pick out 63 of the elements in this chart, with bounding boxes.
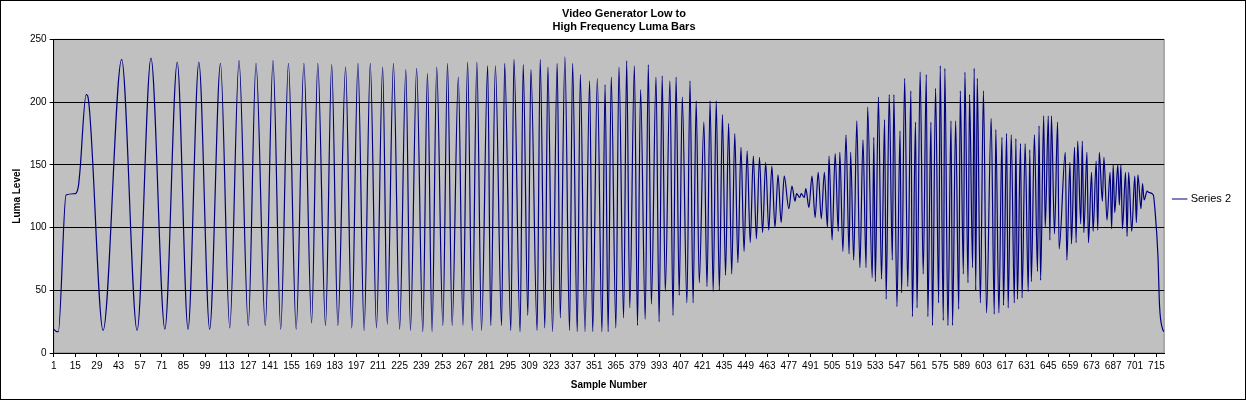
x-tick-label: 603: [975, 359, 993, 371]
x-tick-label: 365: [607, 359, 625, 371]
chart-title: Video Generator Low to High Frequency Luma Bars: [552, 6, 696, 32]
x-tick-label: 253: [434, 359, 452, 371]
x-tick-label: 407: [672, 359, 690, 371]
x-tick-label: 659: [1061, 359, 1079, 371]
x-tick-label: 379: [629, 359, 647, 371]
x-tick-label: 211: [370, 359, 387, 371]
x-tick-label: 519: [845, 359, 863, 371]
x-tick-label: 505: [823, 359, 841, 371]
x-tick-label: 435: [715, 359, 733, 371]
x-tick-label: 449: [737, 359, 755, 371]
x-tick-label: 113: [218, 359, 236, 371]
x-tick-label: 561: [910, 359, 928, 371]
x-tick-label: 463: [758, 359, 776, 371]
x-tick-label: 1: [50, 359, 57, 371]
x-tick-label: 617: [996, 359, 1014, 371]
x-tick-label: 197: [348, 359, 366, 371]
x-tick-label: 701: [1126, 359, 1144, 371]
x-tick-label: 477: [780, 359, 798, 371]
x-tick-label: 295: [499, 359, 517, 371]
x-tick-label: 169: [304, 359, 322, 371]
x-tick-label: 631: [1018, 359, 1036, 371]
x-tick-label: 281: [477, 359, 495, 371]
x-tick-label: 673: [1083, 359, 1101, 371]
x-tick-label: 225: [391, 359, 409, 371]
x-tick-label: 393: [650, 359, 668, 371]
x-tick-label: 183: [326, 359, 344, 371]
x-tick-label: 575: [931, 359, 949, 371]
x-tick-label: 239: [412, 359, 431, 371]
y-tick-label: 0: [41, 346, 48, 358]
y-tick-label: 150: [30, 158, 48, 170]
x-tick-label: 337: [564, 359, 582, 371]
x-tick-label: 645: [1039, 359, 1058, 371]
y-axis-title: Luma Level: [10, 168, 22, 224]
x-tick-label: 533: [866, 359, 885, 371]
x-tick-label: 351: [585, 359, 604, 371]
x-tick-label: 71: [156, 359, 168, 371]
x-axis-title: Sample Number: [570, 378, 648, 390]
x-tick-label: 99: [199, 359, 212, 371]
x-tick-label: 15: [69, 359, 82, 371]
line-series: [53, 56, 1165, 333]
x-tick-label: 491: [802, 359, 820, 371]
legend-label: Series 2: [1190, 192, 1232, 205]
x-tick-label: 323: [542, 359, 560, 371]
x-tick-label: 155: [283, 359, 301, 371]
x-tick-label: 687: [1104, 359, 1122, 371]
x-tick-label: 141: [261, 359, 279, 371]
x-tick-label: 309: [521, 359, 539, 371]
x-tick-label: 43: [112, 359, 125, 371]
x-tick-label: 57: [134, 359, 147, 371]
x-tick-label: 267: [456, 359, 474, 371]
x-tick-label: 85: [177, 359, 190, 371]
x-tick-label: 421: [694, 359, 712, 371]
y-tick-label: 250: [30, 33, 48, 45]
y-tick-label: 50: [35, 284, 48, 296]
x-tick-label: 589: [953, 359, 971, 371]
x-tick-label: 127: [239, 359, 258, 371]
x-tick-label: 547: [888, 359, 906, 371]
x-tick-label: 715: [1148, 359, 1166, 371]
y-tick-label: 200: [30, 95, 48, 107]
y-tick-label: 100: [30, 221, 48, 233]
x-tick-label: 29: [91, 359, 103, 371]
